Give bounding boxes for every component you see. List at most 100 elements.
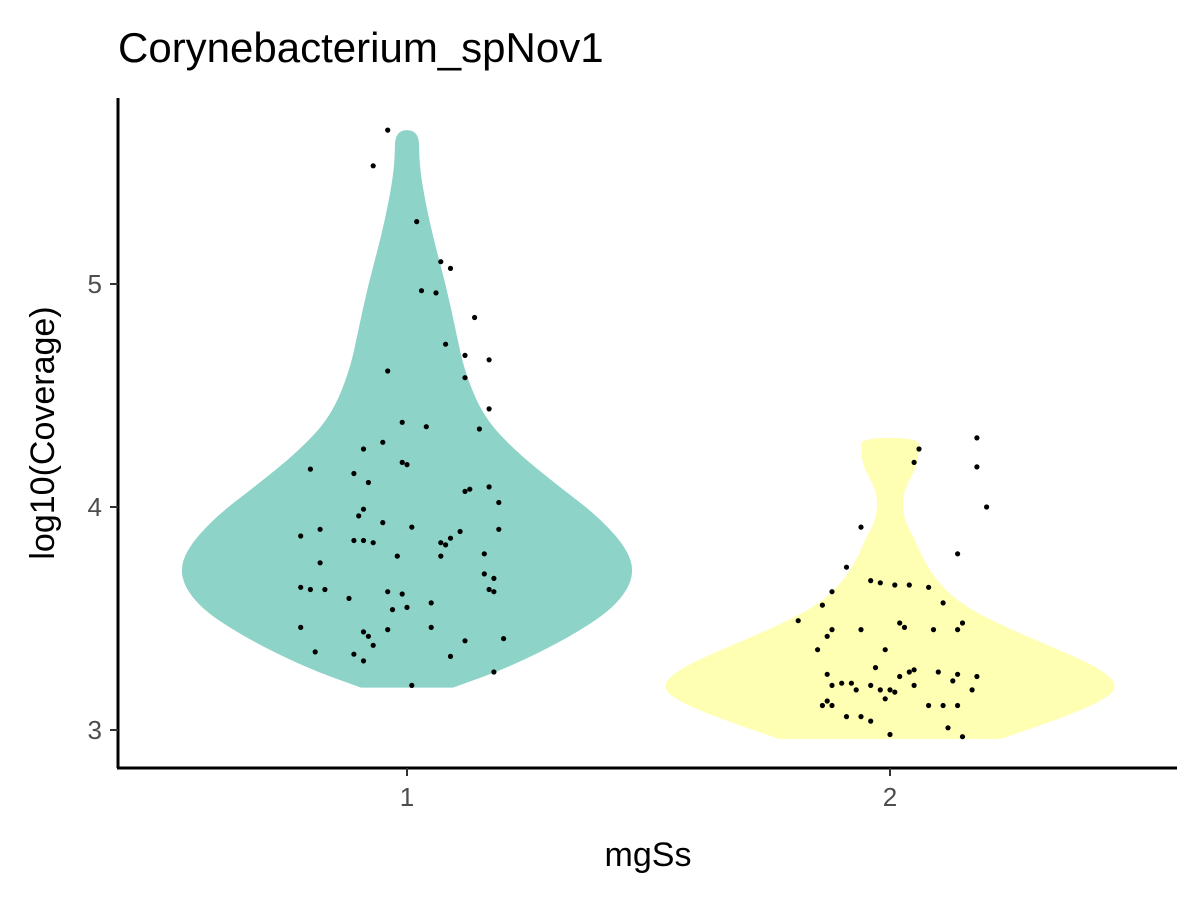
point-2-45 (892, 689, 898, 695)
point-2-28 (911, 667, 917, 673)
point-1-49 (307, 586, 313, 593)
point-2-52 (955, 702, 961, 709)
point-1-6 (433, 290, 439, 296)
point-2-17 (897, 620, 903, 626)
point-2-35 (950, 678, 956, 684)
point-2-4 (984, 504, 990, 510)
point-2-23 (955, 627, 961, 633)
point-1-31 (409, 524, 415, 530)
point-2-11 (906, 582, 912, 588)
point-2-51 (940, 702, 946, 709)
point-2-5 (858, 524, 864, 530)
point-1-12 (462, 375, 468, 381)
point-2-58 (959, 734, 966, 740)
point-2-54 (858, 714, 864, 720)
point-2-25 (815, 647, 821, 653)
point-1-42 (481, 551, 487, 557)
point-2-24 (824, 633, 830, 639)
point-2-6 (955, 551, 961, 557)
point-1-50 (322, 586, 328, 593)
point-2-21 (858, 627, 864, 633)
point-1-62 (360, 629, 367, 635)
point-1-56 (428, 600, 434, 606)
point-1-47 (491, 575, 497, 582)
point-2-42 (887, 687, 893, 693)
point-2-7 (843, 564, 850, 570)
point-1-65 (462, 638, 468, 644)
point-1-57 (404, 604, 410, 611)
point-1-45 (317, 560, 323, 566)
point-1-7 (472, 314, 478, 321)
violin-2 (665, 437, 1115, 739)
point-2-55 (868, 718, 874, 724)
point-2-33 (897, 673, 903, 680)
point-1-10 (486, 357, 492, 363)
violin-1 (181, 130, 633, 688)
point-1-2 (414, 219, 420, 225)
point-2-43 (969, 687, 975, 693)
point-1-54 (399, 591, 405, 597)
point-2-38 (868, 682, 874, 689)
point-1-48 (298, 584, 304, 590)
point-2-57 (887, 731, 893, 738)
y-axis-ticks: 3 4 5 (88, 269, 118, 745)
point-1-69 (447, 653, 454, 660)
point-2-41 (877, 687, 883, 693)
point-1-4 (447, 265, 454, 271)
point-2-27 (872, 665, 879, 671)
point-1-70 (360, 658, 367, 664)
point-1-20 (404, 462, 410, 468)
point-1-63 (365, 633, 371, 639)
point-1-39 (370, 540, 376, 546)
point-2-3 (974, 464, 980, 470)
point-1-25 (467, 486, 473, 492)
point-1-22 (351, 470, 357, 477)
point-1-18 (360, 446, 367, 452)
y-tick-label-4: 4 (88, 492, 102, 522)
point-1-66 (370, 642, 376, 648)
point-1-28 (360, 506, 367, 512)
point-2-40 (911, 682, 917, 689)
point-2-13 (829, 589, 835, 595)
point-2-48 (819, 702, 826, 709)
point-1-17 (380, 439, 386, 445)
point-1-72 (409, 682, 415, 689)
point-1-16 (476, 426, 482, 432)
point-1-23 (365, 479, 371, 486)
point-1-14 (399, 419, 405, 425)
point-2-46 (882, 696, 888, 702)
point-1-64 (501, 636, 507, 642)
point-2-9 (877, 580, 883, 586)
point-1-61 (385, 627, 391, 633)
point-2-0 (974, 435, 980, 441)
point-2-31 (955, 671, 961, 677)
point-2-26 (882, 647, 888, 653)
point-1-1 (370, 163, 376, 169)
x-tick-label-1: 1 (400, 782, 414, 812)
point-1-59 (298, 624, 304, 631)
point-1-0 (385, 127, 391, 133)
point-2-19 (901, 624, 908, 631)
point-2-18 (959, 620, 966, 626)
point-1-58 (389, 607, 396, 613)
point-2-16 (795, 618, 801, 624)
point-2-56 (945, 725, 951, 731)
point-2-34 (974, 673, 980, 680)
point-2-14 (940, 600, 946, 606)
point-2-44 (853, 687, 859, 693)
point-1-67 (312, 649, 318, 655)
point-1-11 (385, 368, 391, 374)
point-1-33 (496, 526, 502, 532)
point-1-71 (491, 669, 497, 675)
y-axis-title: log10(Coverage) (24, 306, 62, 559)
x-axis-title: mgSs (605, 836, 692, 874)
point-1-27 (496, 499, 502, 506)
point-2-53 (843, 714, 850, 720)
point-1-38 (360, 537, 367, 544)
point-2-12 (926, 584, 932, 590)
point-1-55 (346, 595, 352, 602)
y-tick-label-5: 5 (88, 269, 102, 299)
